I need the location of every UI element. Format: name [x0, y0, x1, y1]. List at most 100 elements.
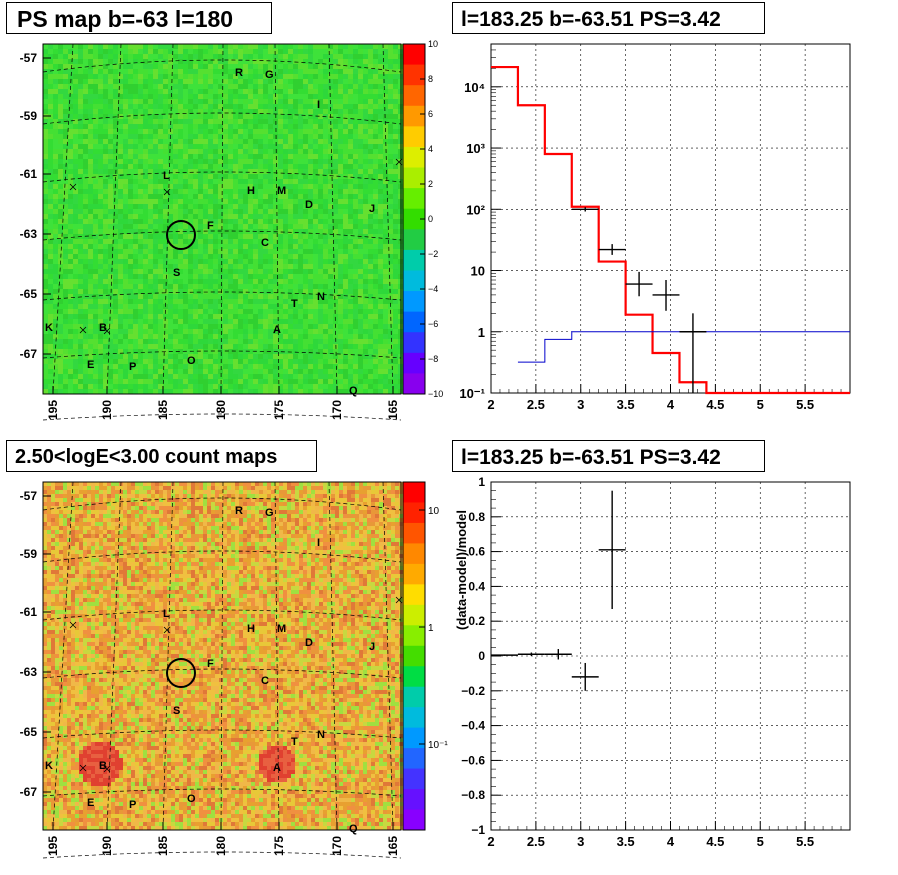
ps-map-source-H: H: [247, 185, 255, 197]
ps-map-source-L: L: [163, 170, 170, 182]
map-bottom-title: 2.50<logE<3.00 count maps: [6, 440, 317, 472]
residual-ytick-label: −0.2: [461, 684, 485, 698]
residual-ytick-label: 0: [478, 649, 485, 663]
count-map-source-L: L: [163, 608, 170, 620]
ps-map-colorbar-label: 4: [428, 144, 433, 154]
ps-map-colorbar-band: [403, 105, 425, 127]
count-map-colorbar-band: [403, 522, 425, 544]
ps-map-colorbar-label: −10: [428, 389, 443, 399]
residual-grid: [491, 482, 850, 830]
spectrum-data-point: [571, 207, 599, 212]
spectrum-xtick-label: 4: [667, 397, 675, 412]
residual-xtick-label: 3.5: [617, 834, 635, 849]
residual-ytick-label: 0.4: [468, 579, 485, 593]
residual-data-point: [491, 654, 518, 656]
count-map-xtick-label: 170: [330, 836, 344, 856]
spectrum-blue-model-step: [517, 331, 850, 363]
ps-map-cross-marker: [79, 326, 87, 334]
count-map-ytick-label: -61: [20, 605, 38, 619]
count-map-xtick-label: 180: [214, 836, 228, 856]
count-map-source-B: B: [99, 760, 107, 772]
residual-xtick-label: 5.5: [796, 834, 814, 849]
residual-ytick-label: −1: [471, 823, 485, 837]
ps-map-colorbar-band: [403, 64, 425, 86]
ps-map-colorbar-label: 6: [428, 109, 433, 119]
map-top-title: PS map b=-63 l=180: [6, 2, 272, 34]
ps-map-colorbar-label: −6: [428, 319, 438, 329]
ps-map-source-M: M: [277, 185, 286, 197]
ps-map-xtick-label: 170: [330, 400, 344, 420]
count-map-source-H: H: [247, 623, 255, 635]
ps-map-xtick-label: 165: [386, 400, 400, 420]
ps-map-xtick-label: 185: [156, 400, 170, 420]
count-map-xtick-label: 195: [46, 836, 60, 856]
residual-ytick-label: −0.4: [461, 719, 485, 733]
residual-xtick-label: 4.5: [706, 834, 724, 849]
ps-map-ytick-label: -67: [20, 347, 38, 361]
spectrum-panel: 2 2.5 3 3.5 4 4.5 5 5.5 10⁻¹ 1 10 10² 10³ 10⁴: [459, 43, 851, 412]
spectrum-ytick-label: 10²: [466, 202, 485, 217]
spectrum-red-model-step: [491, 65, 850, 395]
ps-map-colorbar-band: [403, 126, 425, 148]
ps-map-colorbar-label: −4: [428, 284, 438, 294]
ps-map-colorbar-band: [403, 291, 425, 313]
count-map-colorbar-band: [403, 789, 425, 811]
count-map-ytick-label: -67: [20, 785, 38, 799]
count-map-xtick-label: 185: [156, 836, 170, 856]
ps-map-source-S: S: [173, 267, 180, 279]
count-map-source-D: D: [305, 637, 313, 649]
ps-map-source-P: P: [129, 361, 136, 373]
count-map-source-M: M: [277, 623, 286, 635]
ps-map-colorbar-label: 2: [428, 179, 433, 189]
ps-map-colorbar-band: [403, 167, 425, 189]
ps-map-source-J: J: [369, 203, 375, 215]
ps-map-colorbar-label: −2: [428, 249, 438, 259]
ps-map-cross-marker: [69, 183, 77, 191]
count-map-colorbar-band: [403, 563, 425, 585]
spectrum-xtick-label: 3: [577, 397, 584, 412]
ps-map-colorbar-band: [403, 146, 425, 169]
count-map-cross-marker: [163, 626, 171, 634]
ps-map-source-F: F: [207, 220, 214, 232]
count-map-cross-marker: [103, 765, 111, 773]
residual-ytick-label: 0.6: [468, 545, 485, 559]
residual-data-point: [598, 490, 626, 610]
count-map-cells: [43, 482, 403, 830]
spectrum-data-point: [652, 280, 680, 311]
residual-panel: 2 2.5 3 3.5 4 4.5 5 5.5 −1 −0.8 −0.6 −0.4 −0.2 0 0.2 0.…: [454, 475, 851, 849]
ps-map-colorbar-band: [403, 332, 425, 354]
ps-map-ytick-label: -61: [20, 167, 38, 181]
ps-map-colorbar-band: [403, 270, 425, 292]
residual-xtick-label: 2.5: [527, 834, 545, 849]
spectrum-ytick-label: 10³: [466, 141, 485, 156]
spectrum-ytick-label: 1: [478, 325, 485, 340]
count-map-colorbar-band: [403, 809, 425, 831]
ps-map-colorbar-label: 8: [428, 74, 433, 84]
ps-map-colorbar-band: [403, 229, 425, 251]
ps-map-colorbar: 10 8 6 4 2 0 −2 −4 −6 −8 −10: [402, 39, 443, 399]
ps-map-source-G: G: [265, 69, 274, 81]
count-map-source-J: J: [369, 641, 375, 653]
ps-map-ytick-label: -59: [20, 109, 38, 123]
count-map-colorbar-band: [403, 543, 425, 565]
residual-xtick-label: 5: [757, 834, 764, 849]
ps-map-colorbar-band: [403, 352, 425, 374]
ps-map-colorbar-band: [403, 311, 425, 333]
spectrum-xtick-label: 5.5: [796, 397, 814, 412]
ps-map-candidate-circle: [166, 220, 196, 250]
count-map-colorbar-band: [403, 686, 425, 708]
ps-map-graticule: [42, 43, 402, 421]
ps-map-colorbar-band: [403, 188, 425, 210]
spectrum-data-point: [625, 271, 653, 297]
count-map-colorbar: 10 1 10⁻¹: [402, 481, 448, 831]
count-map-source-A: A: [273, 762, 281, 774]
ps-map-source-R: R: [235, 67, 243, 79]
count-map-colorbar-band: [403, 748, 425, 770]
spectrum-grid: [491, 44, 850, 393]
count-map-colorbar-band: [403, 502, 425, 524]
ps-map-colorbar-band: [403, 208, 425, 230]
residual-ytick-label: 0.2: [468, 614, 485, 628]
count-map-colorbar-band: [403, 666, 425, 688]
ps-map-cells: [43, 44, 403, 394]
